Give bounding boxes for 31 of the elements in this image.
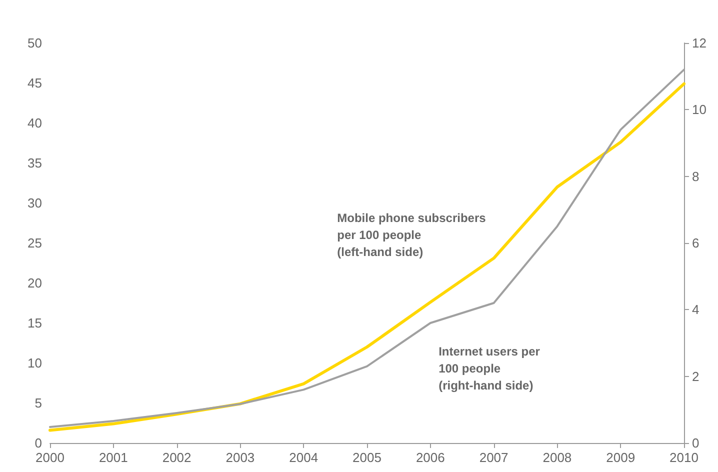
x-tick-label: 2010 [670,450,698,465]
y-tick-label: 35 [28,156,42,170]
x-tick-label: 2009 [606,450,636,465]
y-tick-label: 50 [28,36,42,50]
x-tick-label: 2000 [36,450,64,465]
x-tick-label: 2008 [542,450,572,465]
y-tick-label: 15 [28,316,42,330]
y-tick-label: 45 [28,76,42,90]
y2-tick-label: 12 [692,36,706,50]
x-tick-label: 2004 [289,450,318,465]
x-tick-label: 2002 [162,450,192,465]
x-tick-label: 2006 [416,450,445,465]
y2-tick-label: 10 [692,102,706,118]
y2-tick-label: 8 [692,168,700,184]
y-tick-label: 30 [28,196,42,210]
y2-tick-label: 0 [692,436,700,450]
x-tick-label: 2003 [226,450,255,465]
y-tick-label: 0 [34,436,42,450]
series-label: Mobile phone subscribers per 100 people (left-hand side) [337,210,486,259]
y-tick-label: 5 [34,396,42,410]
x-tick-label: 2007 [479,450,508,465]
y2-tick-label: 2 [692,368,700,384]
series-label: Internet users per 100 people (right-hand side) [438,344,540,392]
y2-tick-label: 6 [692,236,700,250]
y-tick-label: 10 [28,356,42,370]
y2-tick-label: 4 [692,302,700,318]
y-tick-label: 25 [28,236,42,250]
x-tick-label: 2001 [98,450,128,465]
x-tick-label: 2005 [352,450,382,465]
y-tick-label: 20 [28,276,42,290]
y-tick-label: 40 [28,116,42,130]
